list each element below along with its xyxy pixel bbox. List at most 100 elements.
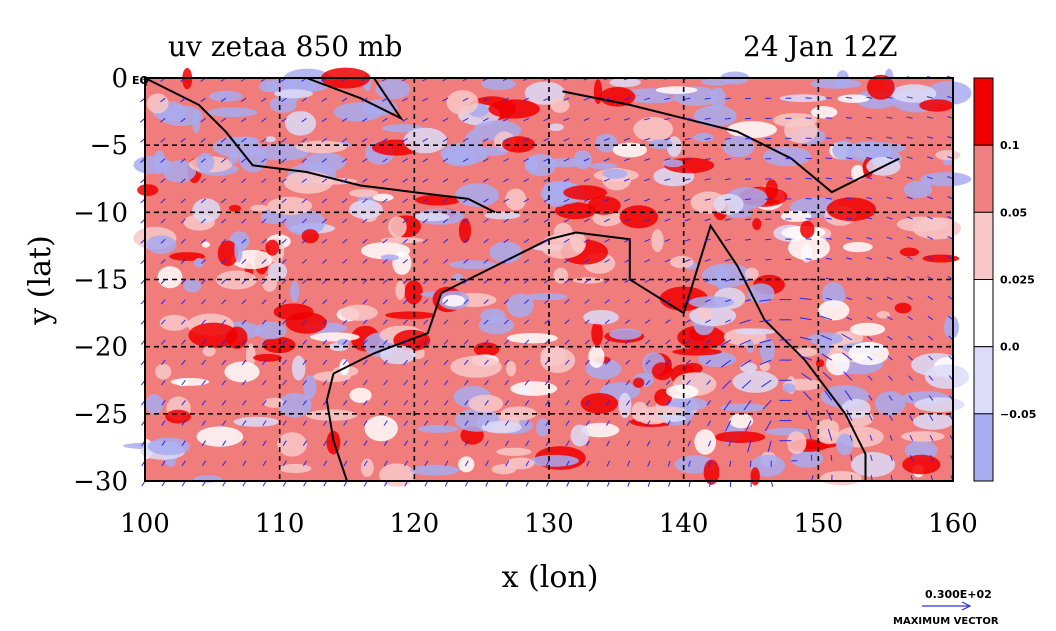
wind-vector	[181, 420, 186, 426]
wind-vector	[200, 117, 206, 123]
wind-vector	[644, 178, 651, 182]
wind-vector	[382, 238, 388, 244]
wind-vector	[341, 198, 348, 204]
wind-vector	[321, 238, 328, 244]
wind-vector	[484, 379, 489, 386]
wind-vector	[563, 97, 570, 101]
wind-vector	[907, 335, 913, 341]
field-patch	[876, 311, 891, 319]
wind-vector	[584, 299, 590, 304]
wind-vector	[625, 339, 631, 345]
wind-vector	[687, 440, 691, 447]
wind-vector	[603, 97, 610, 101]
field-patch	[392, 251, 412, 275]
wind-vector	[383, 339, 388, 345]
wind-vector	[281, 279, 287, 285]
field-patch	[588, 346, 605, 368]
wind-vector	[744, 198, 752, 201]
field-patch	[693, 105, 737, 127]
wind-vector	[585, 379, 590, 386]
field-patch	[510, 381, 558, 396]
wind-vector	[221, 259, 227, 264]
wind-vector	[201, 339, 206, 345]
y-tick-label: −25	[73, 400, 128, 430]
wind-vector	[342, 400, 348, 406]
field-patch	[194, 257, 204, 268]
wind-vector	[422, 97, 429, 102]
field-patch	[595, 133, 618, 153]
field-patch	[651, 229, 664, 253]
wind-vector	[281, 198, 287, 204]
wind-vector	[664, 137, 671, 141]
wind-vector	[724, 258, 731, 262]
wind-vector	[886, 136, 893, 139]
wind-vector	[442, 117, 449, 122]
y-tick-label: 0	[111, 64, 128, 94]
field-patch	[380, 237, 424, 244]
wind-vector	[464, 379, 469, 386]
field-patch	[790, 449, 824, 468]
field-patch	[752, 218, 762, 231]
wind-vector	[281, 299, 287, 305]
wind-vector	[886, 116, 893, 119]
wind-vector	[422, 198, 429, 203]
wind-vector	[722, 379, 732, 390]
wind-vector	[747, 440, 752, 453]
wind-vector	[565, 379, 570, 386]
wind-vector	[664, 178, 671, 181]
wind-vector	[523, 238, 530, 244]
wind-vector	[222, 460, 227, 467]
wind-vector	[221, 218, 227, 224]
wind-vector	[565, 440, 570, 447]
wind-vector	[625, 400, 631, 406]
wind-vector	[281, 259, 287, 264]
wind-vector	[623, 117, 630, 121]
field-patch	[891, 84, 937, 103]
wind-vector	[745, 258, 752, 261]
field-patch	[183, 279, 202, 293]
wind-vector	[626, 460, 631, 467]
wind-vector	[624, 319, 631, 324]
wind-vector	[684, 117, 691, 120]
wind-vector	[323, 460, 328, 467]
coastline	[562, 90, 900, 194]
wind-vector	[684, 137, 691, 141]
wind-vector	[866, 177, 873, 180]
field-patch	[850, 452, 896, 477]
wind-vector	[242, 460, 247, 467]
wind-vector	[462, 117, 469, 122]
wind-vector	[201, 420, 207, 426]
wind-vector	[664, 299, 671, 304]
wind-vector	[906, 256, 913, 260]
wind-vector	[261, 319, 267, 325]
wind-vector	[886, 156, 893, 160]
wind-vector	[906, 156, 913, 160]
wind-vector	[525, 460, 530, 467]
colorbar-swatch	[973, 77, 994, 146]
wind-vector	[443, 259, 449, 264]
field-patch	[209, 90, 243, 102]
wind-vector	[544, 379, 550, 386]
wind-vector	[729, 460, 732, 467]
field-patch	[340, 304, 378, 321]
wind-vector	[644, 299, 651, 304]
wind-vector	[585, 400, 590, 406]
wind-vector	[583, 97, 590, 101]
wind-vector	[744, 137, 752, 140]
wind-vector	[604, 218, 610, 223]
wind-vector	[505, 440, 510, 447]
wind-vector	[424, 440, 429, 447]
wind-vector	[463, 198, 469, 203]
wind-vector	[604, 299, 610, 304]
wind-vector	[383, 460, 388, 467]
wind-vector-field	[139, 75, 954, 488]
wind-vector	[846, 157, 853, 160]
wind-vector	[321, 198, 328, 204]
wind-vector	[644, 137, 651, 141]
field-patch	[224, 361, 260, 383]
wind-vector	[704, 299, 711, 303]
field-patch	[284, 111, 317, 136]
wind-vector	[543, 218, 550, 223]
wind-vector	[403, 359, 408, 366]
wind-vector	[664, 238, 671, 242]
